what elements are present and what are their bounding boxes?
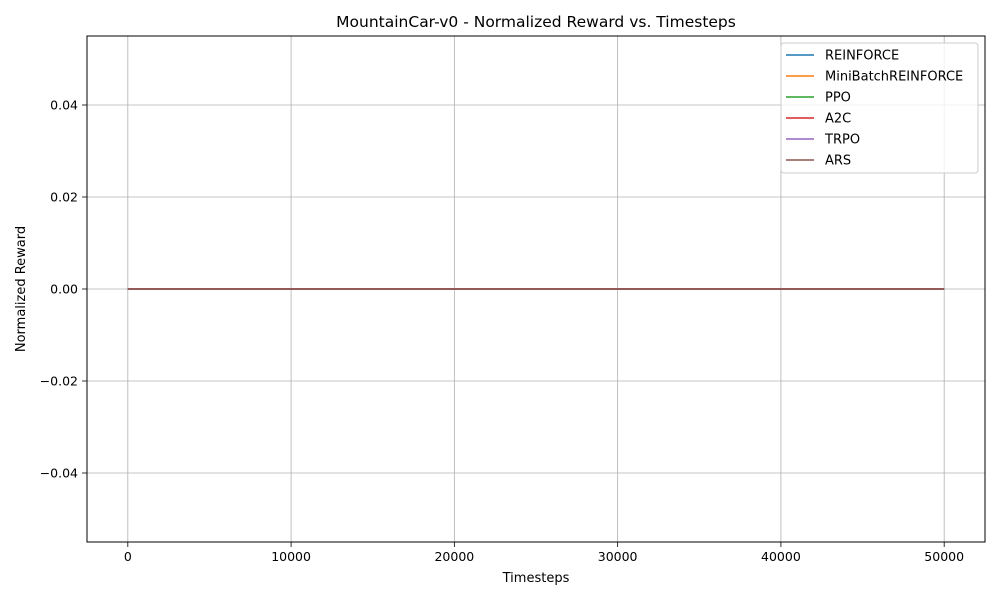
legend-label: MiniBatchREINFORCE: [825, 70, 963, 85]
x-tick-label: 30000: [598, 549, 638, 564]
legend-label: PPO: [825, 91, 851, 106]
x-tick-label: 50000: [924, 549, 964, 564]
y-tick-label: 0.04: [50, 98, 78, 113]
legend-label: REINFORCE: [825, 49, 899, 64]
x-tick-label: 10000: [271, 549, 311, 564]
y-tick-label: 0.00: [50, 282, 78, 297]
legend-label: TRPO: [824, 133, 860, 148]
x-tick-label: 40000: [761, 549, 801, 564]
x-tick-label: 0: [124, 549, 132, 564]
x-axis: 0 10000 20000 30000 40000 50000: [124, 542, 964, 564]
x-axis-title: Timesteps: [502, 571, 570, 586]
y-axis-title: Normalized Reward: [14, 226, 29, 352]
legend-label: A2C: [825, 112, 851, 127]
y-tick-label: −0.02: [40, 374, 78, 389]
legend: REINFORCE MiniBatchREINFORCE PPO A2C TRPO ARS: [780, 42, 979, 174]
chart-title: MountainCar-v0 - Normalized Reward vs. T…: [336, 13, 736, 31]
y-tick-label: 0.02: [50, 190, 78, 205]
y-tick-label: −0.04: [40, 466, 78, 481]
legend-box: [780, 42, 979, 174]
y-axis: 0.04 0.02 0.00 −0.02 −0.04: [40, 98, 87, 481]
x-tick-label: 20000: [434, 549, 474, 564]
legend-label: ARS: [825, 154, 851, 169]
